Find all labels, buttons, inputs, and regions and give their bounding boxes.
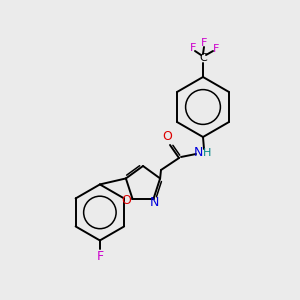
Text: F: F xyxy=(201,38,207,48)
Text: O: O xyxy=(162,130,172,143)
Text: F: F xyxy=(190,43,196,53)
Text: O: O xyxy=(122,194,131,207)
Text: N: N xyxy=(193,146,203,160)
Text: C: C xyxy=(199,53,207,63)
Text: H: H xyxy=(203,148,211,158)
Text: N: N xyxy=(150,196,159,209)
Text: F: F xyxy=(96,250,103,263)
Text: F: F xyxy=(213,44,219,54)
